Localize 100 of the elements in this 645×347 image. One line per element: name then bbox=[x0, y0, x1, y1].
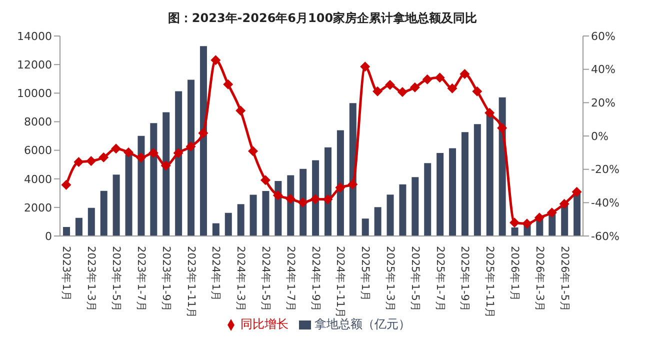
point bbox=[434, 72, 445, 83]
point bbox=[534, 212, 544, 223]
y2-tick-label: 0% bbox=[591, 130, 608, 143]
point bbox=[198, 128, 208, 138]
x-tick-label: 2025年1月 bbox=[359, 246, 372, 302]
legend-label: 同比增长 bbox=[240, 317, 288, 331]
y2-tick-label: -20% bbox=[591, 163, 620, 176]
point bbox=[422, 74, 432, 84]
point bbox=[384, 80, 395, 90]
point bbox=[348, 179, 358, 190]
bar bbox=[250, 194, 257, 236]
bar bbox=[75, 218, 82, 236]
point bbox=[310, 194, 320, 204]
x-tick-label: 2025年1-5月 bbox=[408, 246, 421, 312]
bar bbox=[312, 160, 320, 236]
point bbox=[111, 144, 122, 154]
point bbox=[397, 87, 408, 97]
y2-tick-label: 60% bbox=[591, 30, 616, 43]
bar bbox=[324, 147, 332, 236]
point bbox=[74, 157, 84, 167]
point bbox=[497, 123, 508, 133]
y2-tick-label: 40% bbox=[591, 63, 616, 76]
chart-title: 图：2023年-2026年6月100家房企累计拿地总额及同比 bbox=[166, 10, 478, 27]
point bbox=[298, 198, 308, 208]
y2-tick-label: -40% bbox=[591, 196, 620, 210]
point bbox=[160, 160, 171, 171]
point bbox=[572, 186, 582, 197]
point bbox=[186, 142, 196, 152]
point bbox=[322, 194, 333, 204]
y2-tick-label: 20% bbox=[591, 96, 616, 110]
bar bbox=[399, 184, 406, 236]
y-tick-label: 2000 bbox=[24, 201, 52, 214]
x-tick-label: 2025年1-11月 bbox=[484, 246, 496, 319]
point bbox=[447, 83, 458, 94]
x-tick-label: 2023年1-9月 bbox=[160, 246, 172, 312]
bar bbox=[162, 112, 170, 236]
bar bbox=[175, 91, 182, 236]
x-tick-label: 2023年1-3月 bbox=[85, 246, 98, 312]
bar bbox=[336, 130, 344, 236]
point bbox=[285, 194, 296, 204]
y-tick-label: 14000 bbox=[17, 30, 52, 43]
point bbox=[410, 82, 420, 92]
y-tick-label: 10000 bbox=[17, 87, 52, 100]
y-tick-label: 4000 bbox=[24, 172, 52, 186]
legend-label: 拿地总额（亿元） bbox=[314, 317, 410, 331]
point bbox=[372, 86, 383, 96]
bar bbox=[486, 114, 494, 236]
x-tick-label: 2024年1月 bbox=[210, 246, 222, 302]
x-tick-label: 2024年1-5月 bbox=[259, 246, 272, 312]
x-tick-label: 2024年1-11月 bbox=[334, 246, 346, 319]
y-tick-label: 0 bbox=[45, 230, 52, 243]
point bbox=[272, 190, 283, 200]
x-tick-label: 2023年1月 bbox=[60, 246, 72, 302]
bar bbox=[138, 136, 145, 236]
bar bbox=[63, 227, 70, 236]
point bbox=[248, 146, 258, 156]
bar bbox=[224, 212, 232, 236]
bar bbox=[362, 218, 369, 236]
bar bbox=[449, 148, 456, 236]
point bbox=[236, 106, 246, 116]
x-tick-label: 2025年1-3月 bbox=[384, 246, 396, 312]
x-tick-label: 2024年1-3月 bbox=[234, 246, 247, 312]
x-tick-label: 2023年1-7月 bbox=[134, 246, 147, 312]
x-tick-label: 2026年1-3月 bbox=[533, 246, 546, 312]
point bbox=[223, 79, 234, 90]
point bbox=[98, 152, 109, 162]
point bbox=[484, 108, 495, 118]
point bbox=[123, 147, 134, 158]
point bbox=[210, 55, 221, 66]
x-tick-label: 2026年1月 bbox=[508, 246, 521, 302]
x-tick-label: 2023年1-5月 bbox=[110, 246, 122, 312]
y2-tick-label: -60% bbox=[591, 230, 620, 243]
x-tick-label: 2024年1-9月 bbox=[309, 246, 322, 312]
y-tick-label: 6000 bbox=[24, 144, 52, 158]
bar bbox=[100, 190, 108, 236]
bar bbox=[436, 153, 444, 236]
point bbox=[335, 182, 346, 193]
bar bbox=[150, 123, 158, 236]
point bbox=[510, 218, 520, 228]
x-tick-label: 2026年1-5月 bbox=[558, 246, 570, 312]
bar bbox=[112, 174, 120, 236]
point bbox=[360, 62, 370, 72]
bar bbox=[125, 154, 132, 236]
point bbox=[86, 156, 96, 166]
bar bbox=[212, 223, 220, 236]
y-tick-label: 8000 bbox=[24, 116, 52, 129]
y-tick-label: 12000 bbox=[17, 58, 52, 72]
bar bbox=[374, 207, 382, 236]
x-tick-label: 2025年1-7月 bbox=[434, 246, 446, 312]
point bbox=[522, 218, 532, 229]
bar bbox=[511, 227, 518, 236]
point bbox=[472, 86, 482, 96]
bar bbox=[424, 163, 432, 236]
bar bbox=[474, 124, 481, 236]
point bbox=[148, 148, 158, 158]
bar bbox=[386, 194, 394, 236]
bar bbox=[188, 80, 195, 236]
point bbox=[460, 69, 470, 79]
point bbox=[136, 152, 146, 163]
point bbox=[559, 198, 570, 209]
